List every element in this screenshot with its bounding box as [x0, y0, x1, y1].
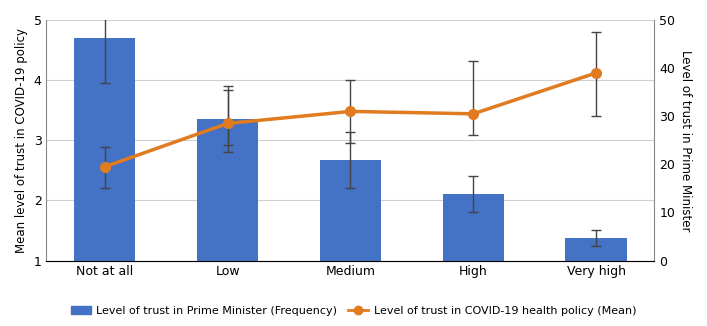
Bar	[320, 160, 381, 321]
Bar	[197, 119, 258, 321]
Y-axis label: Mean level of trust in COVID-19 policy: Mean level of trust in COVID-19 policy	[15, 28, 28, 253]
Bar	[74, 38, 136, 321]
Y-axis label: Level of trust in Prime Minister: Level of trust in Prime Minister	[679, 50, 692, 231]
Legend: Level of trust in Prime Minister (Frequency), Level of trust in COVID-19 health : Level of trust in Prime Minister (Freque…	[66, 302, 641, 320]
Bar	[566, 238, 627, 321]
Bar	[443, 194, 504, 321]
